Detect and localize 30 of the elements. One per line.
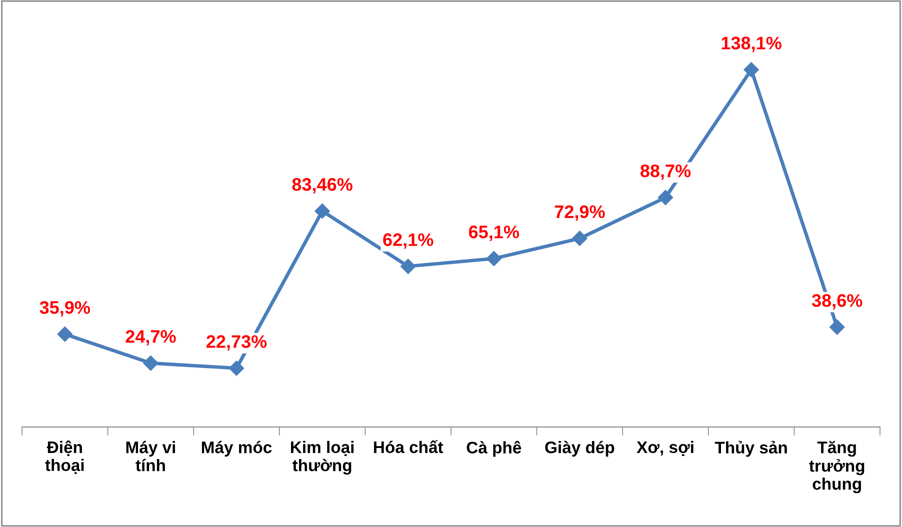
point	[400, 258, 416, 274]
data-label: 38,6%	[812, 294, 862, 310]
data-label: 88,7%	[640, 164, 691, 180]
point	[486, 251, 502, 266]
x-tick-label: Máy vi tính	[126, 440, 175, 472]
point	[572, 230, 588, 246]
point	[57, 326, 72, 342]
data-label: 24,7%	[126, 330, 176, 346]
data-label: 72,9%	[554, 205, 605, 221]
point	[143, 356, 158, 371]
x-tick-label: Điện thoại	[45, 440, 84, 474]
x-tick-label: Tăng trưởng chung	[809, 440, 864, 494]
point	[658, 190, 674, 206]
x-tick-label: Xơ, sợi	[636, 440, 694, 456]
x-tick-label: Kim loại thường	[291, 440, 354, 475]
data-label: 62,1%	[383, 233, 434, 249]
x-tick-label: Thủy sản	[714, 440, 787, 457]
data-label: 83,46%	[292, 178, 352, 194]
data-label: 65,1%	[468, 226, 520, 241]
point	[228, 360, 244, 376]
data-label: 22,73%	[206, 335, 267, 351]
x-tick-label: Máy móc	[202, 440, 272, 457]
point	[314, 203, 330, 219]
x-tick-label: Giày dép	[545, 440, 614, 457]
x-tick-label: Hóa chất	[374, 440, 444, 454]
data-label: 138,1%	[722, 36, 782, 52]
x-tick-label: Cà phê	[466, 440, 522, 457]
data-label: 35,9%	[40, 301, 90, 316]
point	[830, 320, 845, 335]
point	[744, 62, 759, 78]
